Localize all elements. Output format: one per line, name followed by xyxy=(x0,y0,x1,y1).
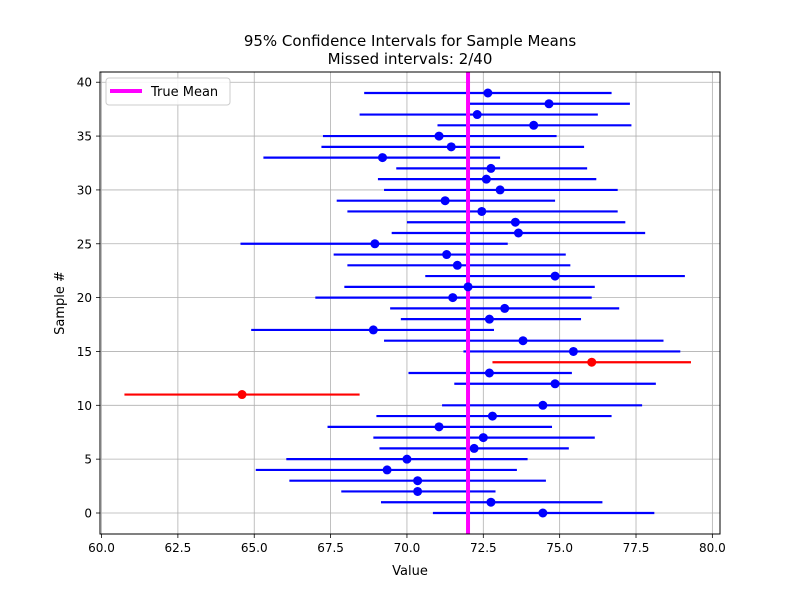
sample-mean-point xyxy=(518,336,528,346)
sample-mean-point xyxy=(413,476,423,486)
sample-mean-point xyxy=(472,110,482,120)
sample-mean-point xyxy=(487,411,497,421)
y-axis-label: Sample # xyxy=(53,271,68,335)
sample-mean-point xyxy=(484,368,494,378)
sample-mean-point xyxy=(434,131,444,141)
sample-mean-point xyxy=(446,142,456,152)
y-tick-label: 10 xyxy=(77,399,92,413)
x-tick-label: 65.0 xyxy=(241,541,268,555)
y-tick-label: 15 xyxy=(77,345,92,359)
chart-subtitle: Missed intervals: 2/40 xyxy=(328,50,493,68)
sample-mean-point xyxy=(448,293,458,303)
sample-mean-point xyxy=(568,346,578,356)
y-tick-label: 20 xyxy=(77,291,92,305)
sample-mean-point xyxy=(370,239,380,249)
x-tick-label: 60.0 xyxy=(88,541,115,555)
x-tick-label: 67.5 xyxy=(317,541,344,555)
sample-mean-point xyxy=(486,497,496,507)
sample-mean-point xyxy=(402,454,412,464)
sample-mean-point xyxy=(440,196,450,206)
y-tick-label: 40 xyxy=(77,76,92,90)
legend-label-true-mean: True Mean xyxy=(150,85,218,100)
missed-sample-mean-point xyxy=(237,390,247,400)
sample-mean-point xyxy=(510,217,520,227)
chart-title: 95% Confidence Intervals for Sample Mean… xyxy=(244,32,577,50)
sample-mean-point xyxy=(538,508,548,518)
sample-mean-point xyxy=(550,379,560,389)
x-tick-label: 70.0 xyxy=(394,541,421,555)
sample-mean-point xyxy=(483,88,493,98)
x-axis-ticks: 60.0 62.5 65.0 67.5 70.0 72.5 75.0 77.5 80.0 xyxy=(88,534,726,555)
sample-mean-point xyxy=(513,228,523,238)
x-axis-label: Value xyxy=(392,564,428,579)
y-tick-label: 5 xyxy=(84,453,92,467)
sample-mean-point xyxy=(478,433,488,443)
sample-mean-points xyxy=(237,88,597,518)
x-tick-label: 77.5 xyxy=(623,541,650,555)
sample-mean-point xyxy=(452,260,462,270)
sample-mean-point xyxy=(538,400,548,410)
y-tick-label: 0 xyxy=(84,507,92,521)
x-tick-label: 62.5 xyxy=(165,541,192,555)
sample-mean-point xyxy=(529,120,539,130)
plot-frame xyxy=(99,71,721,535)
y-tick-label: 30 xyxy=(77,183,92,197)
sample-mean-point xyxy=(495,185,505,195)
y-tick-label: 25 xyxy=(77,237,92,251)
sample-mean-point xyxy=(481,174,491,184)
sample-mean-point xyxy=(486,163,496,173)
legend-box xyxy=(105,77,231,106)
sample-mean-point xyxy=(550,271,560,281)
missed-sample-mean-point xyxy=(587,357,597,367)
sample-mean-point xyxy=(378,153,388,163)
sample-mean-point xyxy=(434,422,444,432)
sample-mean-point xyxy=(484,314,494,324)
x-tick-label: 80.0 xyxy=(699,541,726,555)
sample-mean-point xyxy=(469,443,479,453)
sample-mean-point xyxy=(442,250,452,260)
sample-mean-point xyxy=(500,303,510,313)
sample-mean-point xyxy=(477,206,487,216)
legend: True Mean xyxy=(105,77,231,106)
x-tick-label: 72.5 xyxy=(470,541,497,555)
sample-mean-point xyxy=(413,486,423,496)
sample-mean-point xyxy=(382,465,392,475)
sample-mean-point xyxy=(368,325,378,335)
sample-mean-point xyxy=(463,282,473,292)
y-tick-label: 35 xyxy=(77,130,92,144)
sample-mean-point xyxy=(544,99,554,109)
x-tick-label: 75.0 xyxy=(546,541,573,555)
y-axis-ticks: 0 5 10 15 20 25 30 35 40 xyxy=(77,76,100,521)
